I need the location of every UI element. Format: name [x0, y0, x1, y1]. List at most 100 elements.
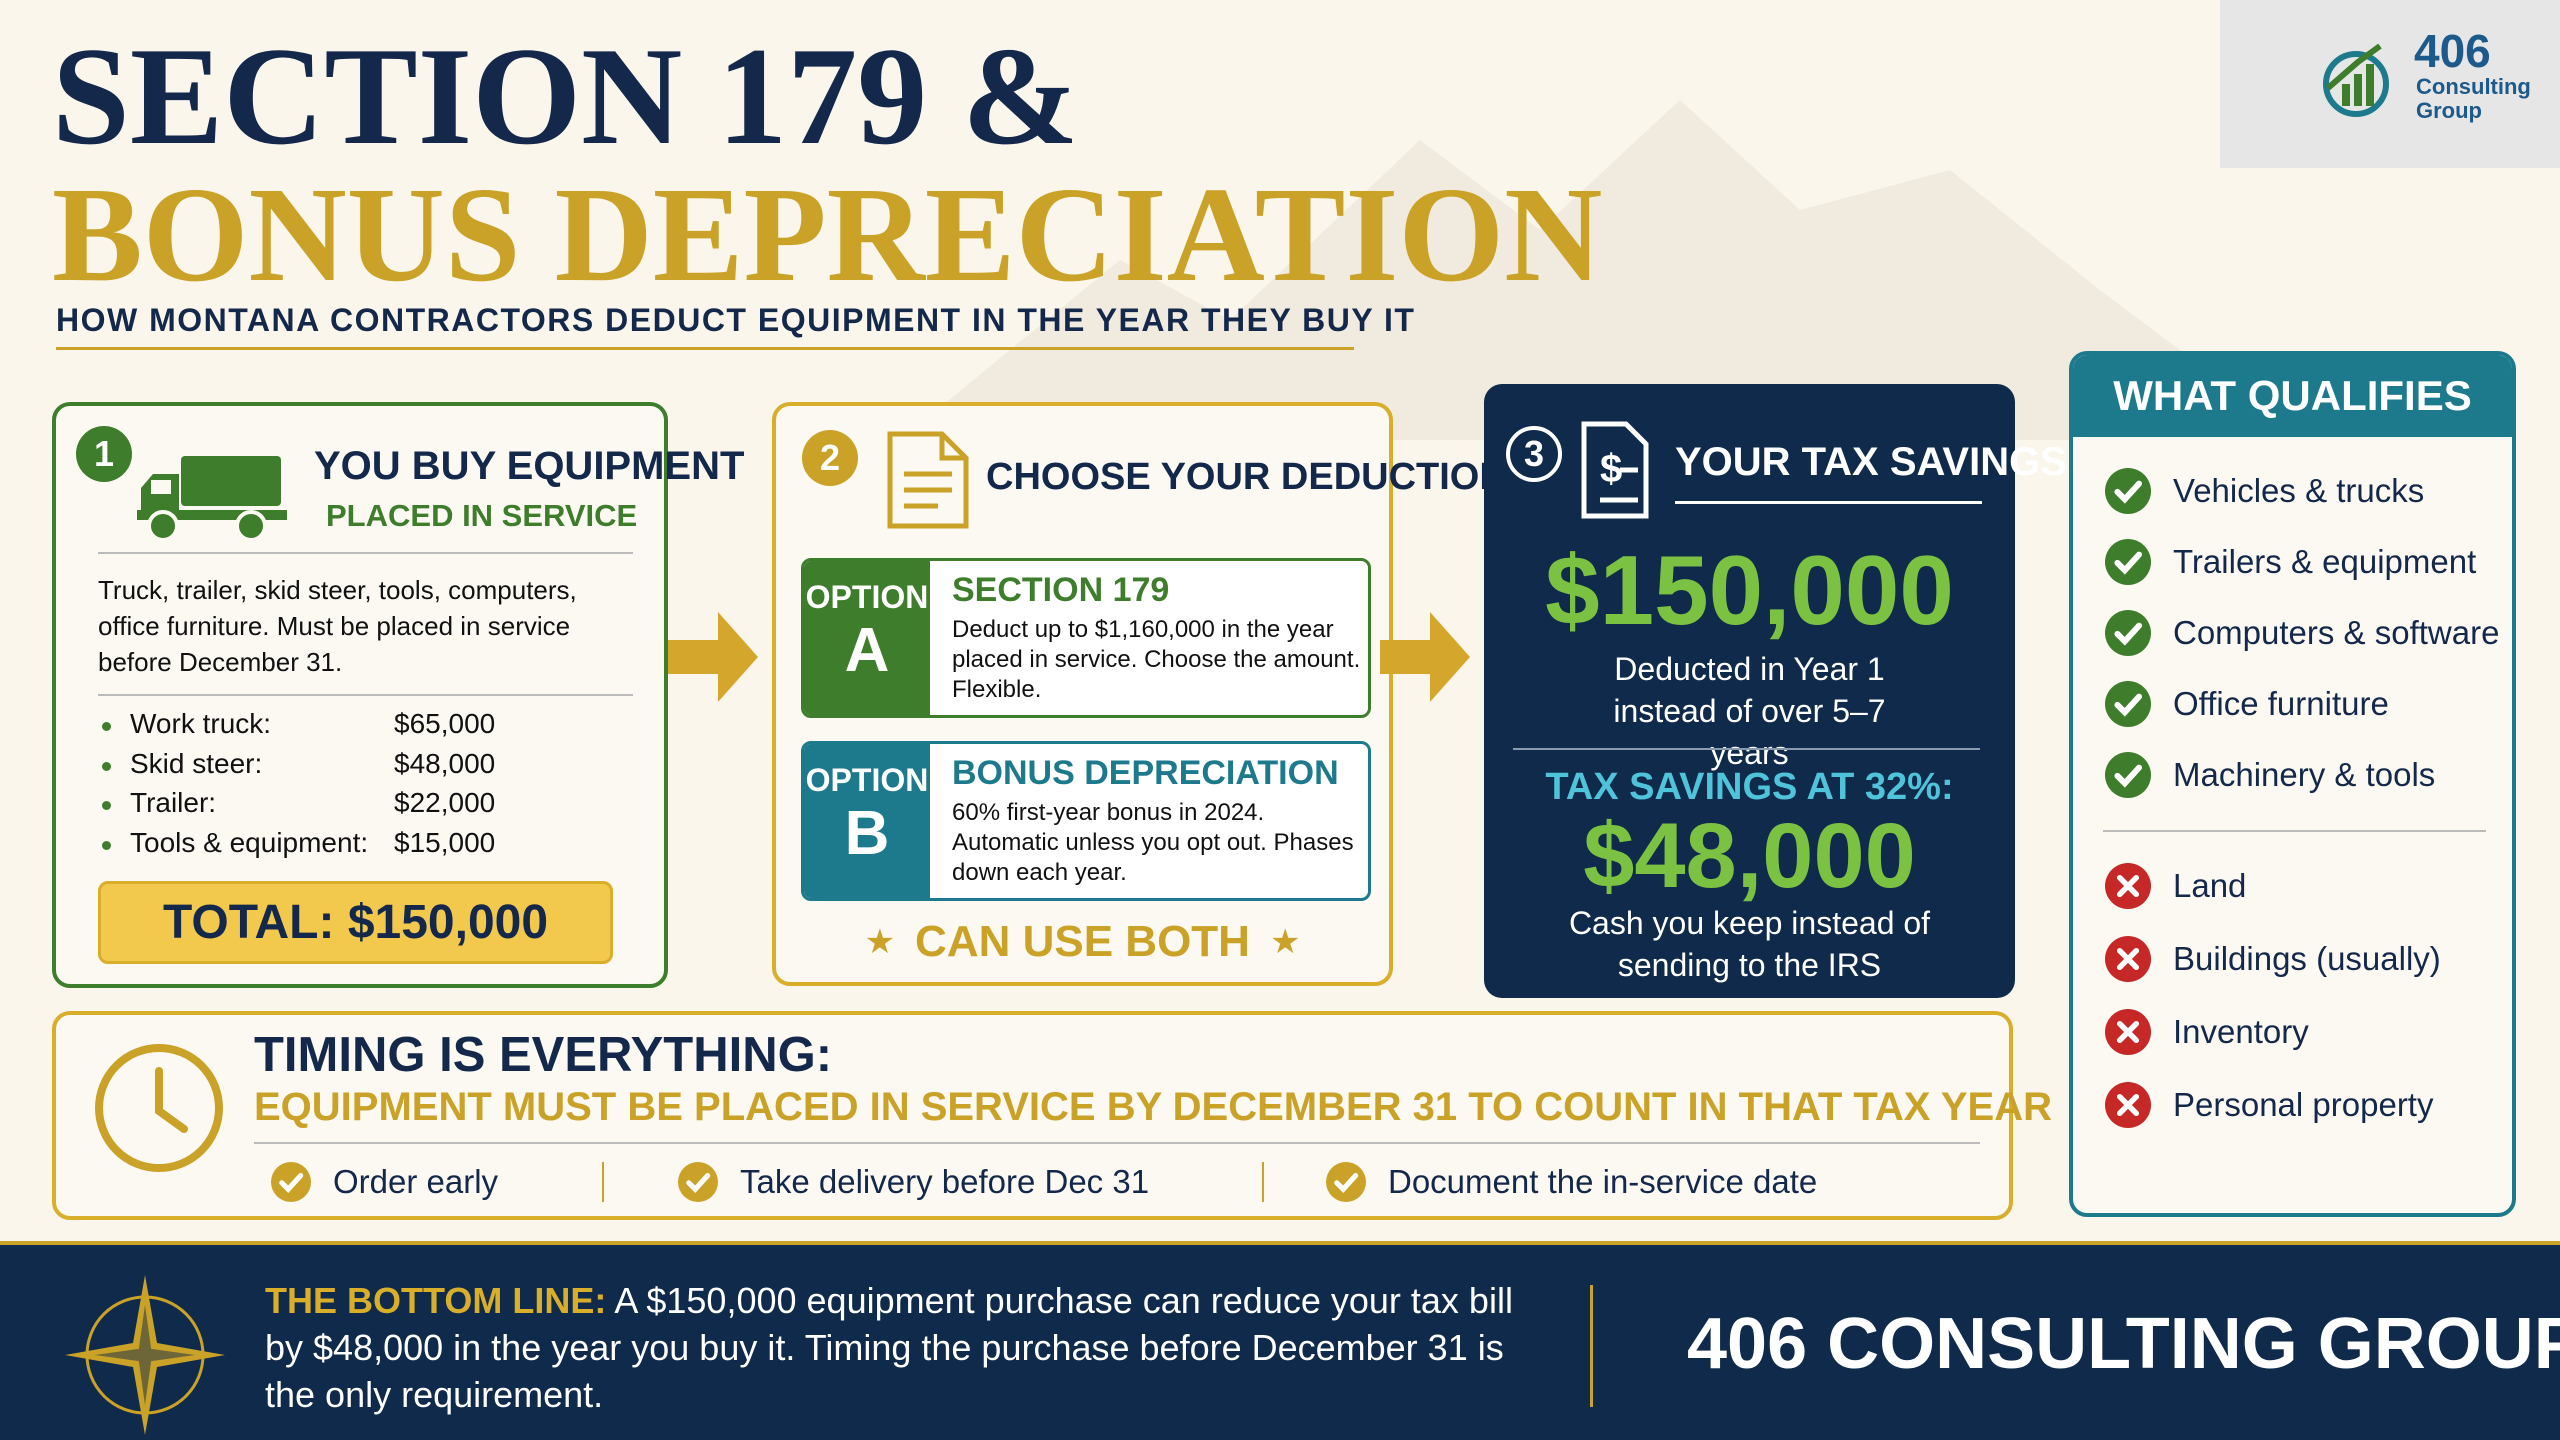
check-icon: [2105, 539, 2151, 585]
item-label: Work truck:: [130, 708, 272, 739]
step-1-card: 1 YOU BUY EQUIPMENT PLACED IN SERVICE Tr…: [52, 402, 744, 988]
item-label: Skid steer:: [130, 747, 263, 779]
timing-title: TIMING IS EVERYTHING:: [254, 1028, 833, 1082]
step-number: 1: [76, 426, 132, 482]
clock-icon: [95, 1044, 223, 1172]
check-icon: [271, 1162, 311, 1202]
step-subtitle: PLACED IN SERVICE: [326, 498, 638, 533]
step-number: 2: [802, 430, 858, 486]
bullet: [102, 761, 111, 771]
step-title: YOU BUY EQUIPMENT: [314, 444, 745, 488]
item-label: Trailer:: [130, 787, 217, 818]
check-icon: [2105, 468, 2151, 514]
option-text: 60% first-year bonus in 2024. Automatic …: [952, 799, 1354, 886]
check-icon: [1326, 1162, 1366, 1202]
divider: [98, 694, 633, 696]
note: ★ CAN USE BOTH ★: [864, 917, 1301, 966]
timing-step: Document the in-service date: [1326, 1158, 1817, 1206]
divider: [1513, 748, 1980, 750]
description: Truck, trailer, skid steer, tools, compu…: [98, 575, 577, 677]
compass-icon: [65, 1275, 225, 1435]
step-text: Order early: [333, 1163, 499, 1200]
item-text: Buildings (usually): [2173, 940, 2441, 977]
deduction-amount: $150,000: [1545, 535, 1954, 645]
timing-step: Take delivery before Dec 31: [678, 1158, 1149, 1206]
excluded-item: Land: [2105, 862, 2246, 910]
cross-icon: [2105, 1009, 2151, 1055]
step-text: Take delivery before Dec 31: [740, 1163, 1150, 1200]
bullet: [102, 840, 111, 850]
qualifies-item: Trailers & equipment: [2105, 538, 2476, 586]
option-title: BONUS DEPRECIATION: [952, 754, 1339, 792]
item-amount: $22,000: [394, 787, 496, 818]
logo-number: 406: [2414, 25, 2491, 77]
qualifies-title: WHAT QUALIFIES: [2073, 355, 2512, 437]
separator: [602, 1162, 604, 1202]
deduction-note: Deducted in Year 1 instead of over 5–7 y…: [1613, 651, 1886, 771]
logo: 406 Consulting Group: [2220, 0, 2560, 168]
cross-icon: [2105, 1082, 2151, 1128]
timing-step: Order early: [271, 1158, 498, 1206]
truck-icon: [137, 456, 287, 542]
excluded-item: Personal property: [2105, 1081, 2433, 1129]
footer: THE BOTTOM LINE: A $150,000 equipment pu…: [0, 1241, 2560, 1440]
document-icon: [887, 431, 969, 529]
step-title: CHOOSE YOUR DEDUCTION: [986, 456, 1507, 498]
logo-line-2: Group: [2416, 98, 2482, 123]
bottom-line-label: THE BOTTOM LINE:: [265, 1280, 607, 1321]
note-text: CAN USE BOTH: [915, 917, 1250, 966]
qualifies-item: Machinery & tools: [2105, 751, 2435, 799]
item-text: Machinery & tools: [2173, 756, 2436, 793]
option-card: OPTION A SECTION 179 Deduct up to $1,160,00…: [801, 558, 1371, 718]
step-title: YOUR TAX SAVINGS: [1675, 440, 2067, 484]
savings-label: TAX SAVINGS AT 32%:: [1545, 766, 1954, 808]
svg-text:$: $: [1600, 447, 1622, 491]
qualifies-card: WHAT QUALIFIES Vehicles & trucks Trailers…: [2069, 351, 2516, 1217]
divider: [2103, 830, 2486, 832]
excluded-item: Buildings (usually): [2105, 935, 2441, 983]
step-2-card: 2 CHOOSE YOUR DEDUCTION ★ CAN USE BOTH ★ O…: [772, 402, 1507, 986]
item-amount: $48,000: [394, 747, 496, 779]
option-tag: OPTION: [805, 579, 929, 615]
option-text: Deduct up to $1,160,000 in the year plac…: [952, 616, 1361, 703]
qualifies-item: Vehicles & trucks: [2105, 467, 2424, 515]
bullet: [102, 722, 111, 731]
divider: [254, 1142, 1980, 1144]
option-letter: A: [844, 616, 890, 685]
cross-icon: [2105, 863, 2151, 909]
check-icon: [2105, 752, 2151, 798]
excluded-item: Inventory: [2105, 1008, 2309, 1056]
item-amount: $65,000: [394, 708, 496, 739]
option-card: OPTION B BONUS DEPRECIATION 60% first-year …: [801, 741, 1371, 901]
option-title: SECTION 179: [952, 571, 1170, 609]
qualifies-item: Office furniture: [2105, 680, 2389, 728]
title-line-1: SECTION 179 &: [52, 19, 1079, 174]
option-letter: B: [844, 799, 890, 868]
cross-icon: [2105, 936, 2151, 982]
item-amount: $15,000: [394, 826, 496, 858]
arrow: [1380, 612, 1470, 702]
total: TOTAL: $150,000: [98, 881, 613, 964]
bullet: [102, 801, 111, 810]
option-tag: OPTION: [805, 762, 929, 798]
option-tab: OPTION A: [804, 561, 930, 715]
brand: 406 CONSULTING GROUP: [1687, 1304, 2560, 1384]
bottom-line: THE BOTTOM LINE: A $150,000 equipment pu…: [265, 1277, 1515, 1418]
item-text: Office furniture: [2173, 685, 2389, 722]
savings-note: Cash you keep instead of sending to the …: [1568, 905, 1931, 983]
bottom-line-text: A $150,000 equipment purchase can reduce…: [265, 1280, 1513, 1415]
tax-document-icon: $: [1581, 421, 1649, 519]
item-text: Trailers & equipment: [2173, 543, 2477, 580]
subtitle: HOW MONTANA CONTRACTORS DEDUCT EQUIPMENT…: [56, 302, 1414, 350]
step-3-card: 3 $ YOUR TAX SAVINGS $150,000 Deducted i…: [1484, 384, 2067, 998]
item-text: Vehicles & trucks: [2173, 472, 2425, 509]
timing-subtitle: EQUIPMENT MUST BE PLACED IN SERVICE BY D…: [254, 1085, 2052, 1129]
check-icon: [678, 1162, 718, 1202]
item-label: Tools & equipment:: [130, 826, 369, 858]
item-text: Computers & software: [2173, 614, 2500, 651]
item-text: Inventory: [2173, 1013, 2309, 1050]
item-text: Land: [2173, 867, 2247, 904]
qualifies-item: Computers & software: [2105, 609, 2499, 657]
step-number: 3: [1506, 426, 1562, 482]
